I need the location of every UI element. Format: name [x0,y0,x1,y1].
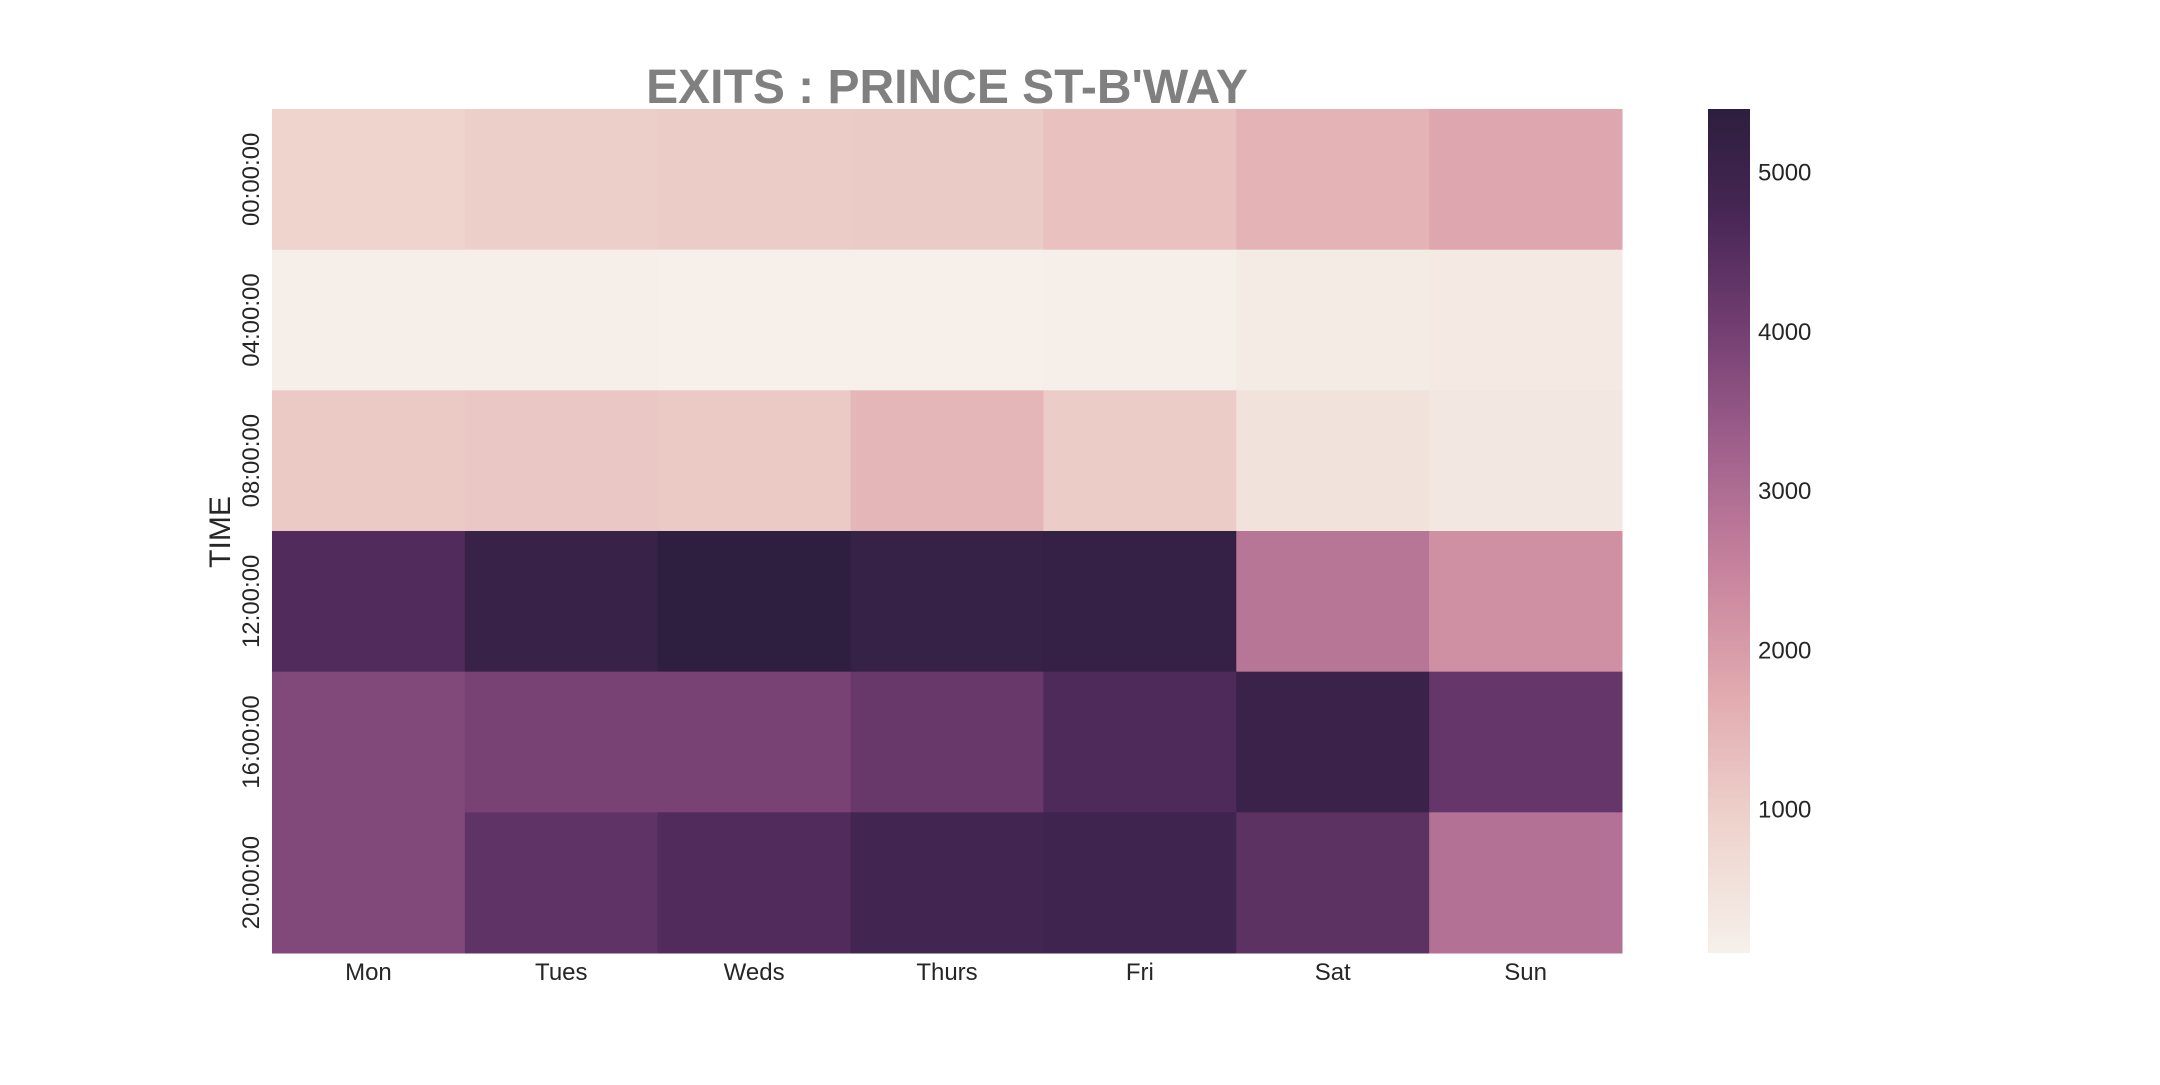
x-tick-label: Thurs [916,959,977,986]
heatmap-cell [1043,671,1237,813]
x-tick-label: Sat [1315,959,1351,986]
heatmap-cell [850,671,1044,813]
x-tick-label: Tues [535,959,587,986]
heatmap-cell [1236,531,1430,673]
heatmap-cell [1043,531,1237,673]
heatmap-cell [272,390,466,532]
heatmap-cell [464,249,659,391]
heatmap-cell [657,531,852,673]
heatmap-cell [464,109,659,251]
heatmap-cell [1043,390,1237,532]
heatmap-cell [272,671,466,813]
y-tick-label: 04:00:00 [238,273,265,366]
x-tick-label: Fri [1126,959,1154,986]
y-tick-label: 12:00:00 [238,555,265,648]
colorbar-tick-label: 4000 [1758,319,1811,346]
heatmap-cell [272,812,466,954]
colorbar-tick-label: 2000 [1758,637,1811,664]
heatmap-cell [850,531,1044,673]
y-axis-label: TIME [204,496,237,568]
y-tick-labels: 00:00:00 04:00:00 08:00:00 12:00:00 16:00:00… [238,133,265,930]
heatmap-cell [1429,531,1623,673]
y-tick-label: 16:00:00 [238,695,265,788]
heatmap-cell [1236,109,1430,251]
heatmap-cell [1043,109,1237,251]
heatmap-cell [657,812,852,954]
heatmap-cell [272,249,466,391]
y-tick-label: 00:00:00 [238,133,265,226]
heatmap-cell [464,671,659,813]
heatmap-cell [464,390,659,532]
heatmap-cell [850,109,1044,251]
heatmap-cell [1236,390,1430,532]
heatmap-cell [1429,390,1623,532]
heatmap-cell [657,390,852,532]
heatmap-cell [850,249,1044,391]
heatmap-cell [1429,671,1623,813]
heatmap-cell [1236,671,1430,813]
chart-title: EXITS : PRINCE ST-B'WAY [646,61,1248,114]
colorbar-tick-label: 1000 [1758,797,1811,824]
heatmap-cell [464,531,659,673]
heatmap-cells [272,109,1623,954]
colorbar-tick-label: 5000 [1758,160,1811,187]
heatmap-cell [464,812,659,954]
x-tick-labels: Mon Tues Weds Thurs Fri Sat Sun [345,959,1547,986]
heatmap-cell [1236,249,1430,391]
x-tick-label: Sun [1504,959,1547,986]
heatmap-cell [850,812,1044,954]
heatmap-cell [1429,109,1623,251]
heatmap-cell [1236,812,1430,954]
heatmap-cell [657,249,852,391]
heatmap-cell [850,390,1044,532]
heatmap-cell [272,531,466,673]
colorbar-tick-labels: 1000 2000 3000 4000 5000 [1758,160,1811,824]
y-tick-label: 08:00:00 [238,414,265,507]
colorbar-tick-label: 3000 [1758,478,1811,505]
heatmap-cell [1043,249,1237,391]
heatmap-cell [657,109,852,251]
colorbar [1708,109,1750,953]
heatmap-cell [657,671,852,813]
x-tick-label: Mon [345,959,392,986]
heatmap-cell [272,109,466,251]
x-tick-label: Weds [724,959,785,986]
heatmap-cell [1429,812,1623,954]
heatmap-cell [1429,249,1623,391]
heatmap-cell [1043,812,1237,954]
y-tick-label: 20:00:00 [238,836,265,929]
